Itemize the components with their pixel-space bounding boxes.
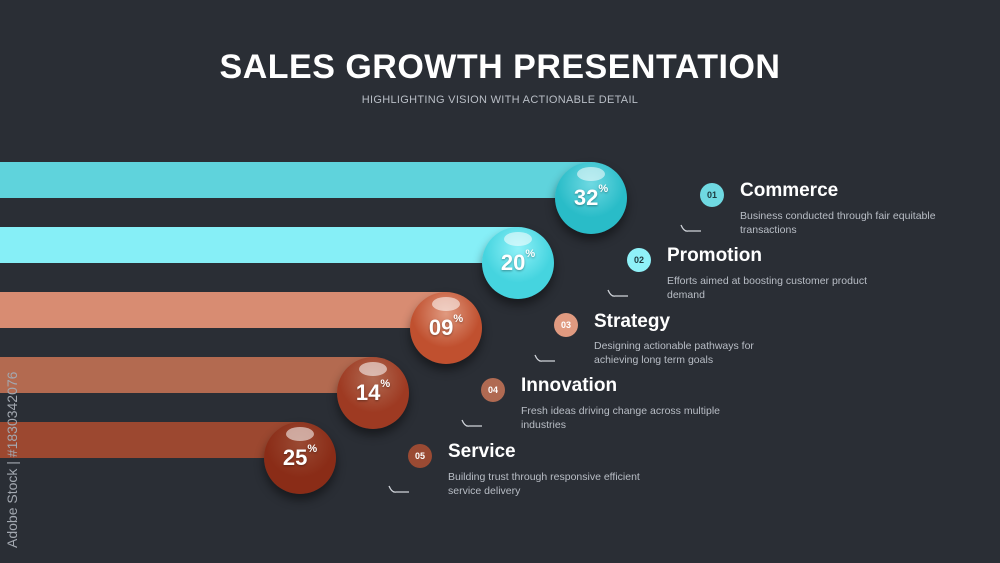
- title-innovation: Innovation: [521, 375, 618, 396]
- ball-promotion: 20%: [482, 227, 554, 299]
- desc-service: Building trust through responsive effici…: [448, 471, 640, 497]
- value-strategy: 09%: [428, 313, 464, 340]
- ball-innovation: 14%: [337, 357, 409, 429]
- connector-icon: [388, 485, 409, 493]
- page-subtitle: HIGHLIGHTING VISION WITH ACTIONABLE DETA…: [361, 94, 639, 106]
- page-title: SALES GROWTH PRESENTATION: [219, 48, 781, 86]
- connector-icon: [607, 289, 628, 297]
- value-innovation: 14%: [355, 378, 391, 405]
- value-service: 25%: [282, 443, 318, 470]
- connector-icon: [534, 354, 555, 362]
- value-promotion: 20%: [500, 248, 536, 275]
- badge-strategy: 03: [554, 313, 578, 337]
- badge-promotion: 02: [627, 248, 651, 272]
- desc-commerce: Business conducted through fair equitabl…: [740, 210, 936, 236]
- desc-strategy: Designing actionable pathways for achiev…: [594, 340, 754, 366]
- badge-service: 05: [408, 444, 432, 468]
- bar-commerce: [0, 162, 592, 198]
- watermark: Adobe Stock | #1830342076: [4, 371, 20, 548]
- desc-promotion: Efforts aimed at boosting customer produ…: [667, 275, 867, 301]
- bar-innovation: [0, 357, 373, 393]
- badge-commerce: 01: [700, 183, 724, 207]
- title-strategy: Strategy: [594, 311, 671, 332]
- value-commerce: 32%: [573, 183, 609, 210]
- connector-icon: [680, 224, 701, 232]
- connector-icon: [461, 419, 482, 427]
- bar-service: [0, 422, 300, 458]
- bar-promotion: [0, 227, 519, 263]
- desc-innovation: Fresh ideas driving change across multip…: [521, 405, 721, 431]
- title-promotion: Promotion: [667, 245, 762, 266]
- ball-commerce: 32%: [555, 162, 627, 234]
- ball-service: 25%: [264, 422, 336, 494]
- title-service: Service: [448, 441, 516, 462]
- bar-strategy: [0, 292, 446, 328]
- ball-strategy: 09%: [410, 292, 482, 364]
- badge-innovation: 04: [481, 378, 505, 402]
- title-commerce: Commerce: [740, 180, 839, 201]
